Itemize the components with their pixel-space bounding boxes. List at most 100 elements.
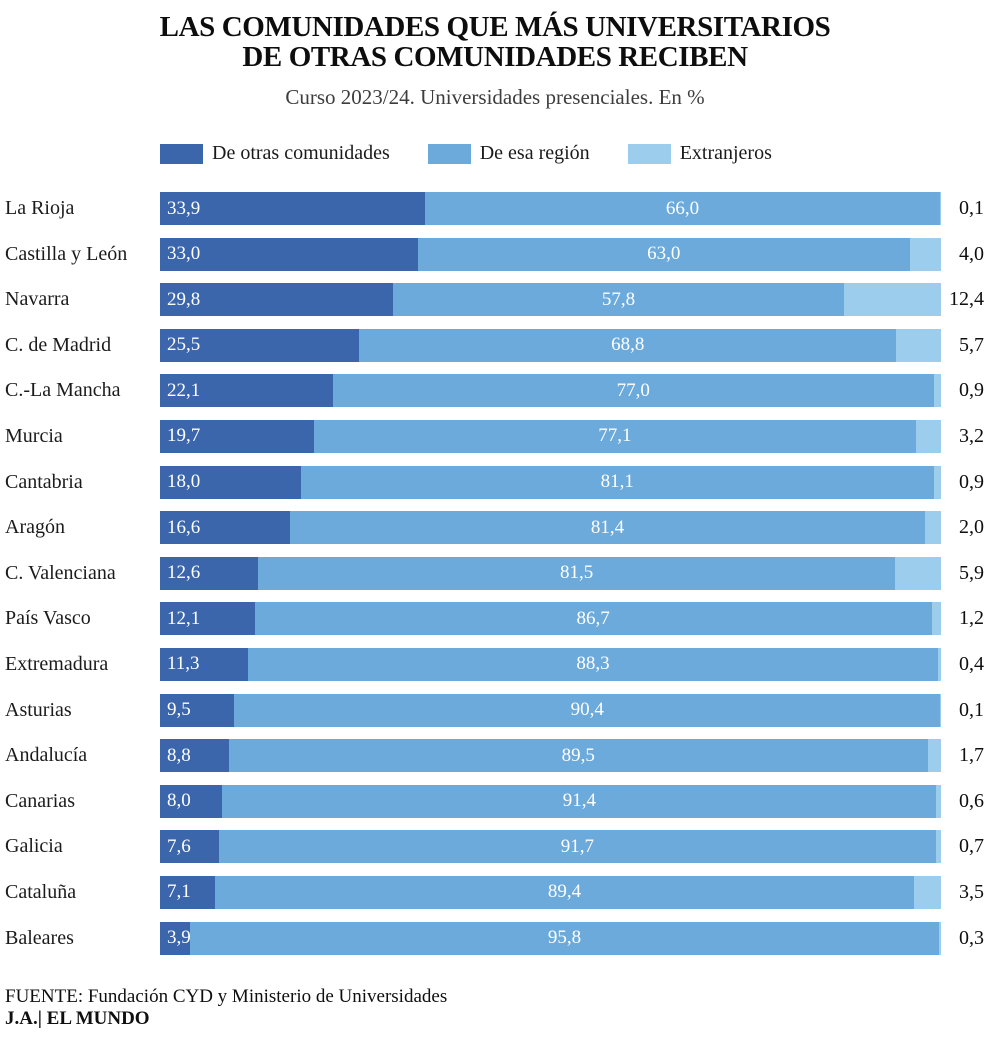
category-label: C. de Madrid	[5, 333, 112, 356]
segment-extranjeros	[844, 283, 941, 317]
segment-esa-region: 95,8	[190, 921, 939, 955]
chart-row: Canarias 8,0 91,4 0,6	[0, 784, 990, 818]
segment-value-esa-region: 81,1	[600, 471, 634, 493]
segment-extranjeros	[935, 830, 941, 864]
segment-value-esa-region: 91,7	[560, 835, 595, 857]
stacked-bar: 8,8 89,5	[160, 739, 941, 773]
stacked-bar: 22,1 77,0	[160, 374, 941, 408]
segment-value-extranjeros: 5,9	[959, 561, 984, 584]
stacked-bar-chart: La Rioja 33,9 66,0 0,1 Castilla y León 33,0 63…	[0, 192, 990, 955]
segment-otras-comunidades: 3,9	[160, 921, 191, 955]
segment-esa-region: 91,4	[222, 784, 937, 818]
segment-esa-region: 89,5	[228, 739, 928, 773]
legend-item-otras-comunidades: De otras comunidades	[160, 142, 390, 165]
chart-row: Navarra 29,8 57,8 12,4	[0, 283, 990, 317]
stacked-bar: 7,6 91,7	[160, 830, 941, 864]
stacked-bar: 7,1 89,4	[160, 875, 941, 909]
chart-row: País Vasco 12,1 86,7 1,2	[0, 602, 990, 636]
legend-swatch-extranjeros	[627, 143, 671, 164]
chart-header: LAS COMUNIDADES QUE MÁS UNIVERSITARIOS DE…	[0, 12, 990, 108]
segment-value-extranjeros: 0,4	[959, 652, 984, 675]
segment-esa-region: 81,4	[289, 511, 926, 545]
segment-esa-region: 90,4	[234, 693, 941, 727]
segment-value-otras-comunidades: 19,7	[167, 425, 201, 447]
segment-value-otras-comunidades: 12,1	[167, 607, 201, 629]
segment-esa-region: 91,7	[219, 830, 936, 864]
segment-value-extranjeros: 0,6	[959, 789, 984, 812]
segment-value-esa-region: 66,0	[665, 197, 700, 219]
chart-title-line2: DE OTRAS COMUNIDADES RECIBEN	[242, 41, 748, 73]
segment-esa-region: 57,8	[392, 283, 845, 317]
stacked-bar: 29,8 57,8	[160, 283, 941, 317]
chart-footer: FUENTE: Fundación CYD y Ministerio de Un…	[5, 986, 447, 1030]
chart-row: Aragón 16,6 81,4 2,0	[0, 511, 990, 545]
segment-value-esa-region: 91,4	[562, 790, 596, 812]
legend-item-esa-region: De esa región	[427, 142, 590, 165]
category-label: Castilla y León	[5, 242, 128, 265]
segment-esa-region: 77,0	[332, 374, 934, 408]
segment-value-otras-comunidades: 8,0	[167, 790, 191, 812]
segment-otras-comunidades: 29,8	[160, 283, 393, 317]
segment-otras-comunidades: 18,0	[160, 465, 301, 499]
segment-otras-comunidades: 7,1	[160, 875, 216, 909]
segment-value-otras-comunidades: 11,3	[167, 653, 200, 675]
chart-row: C. de Madrid 25,5 68,8 5,7	[0, 328, 990, 362]
chart-row: C.-La Mancha 22,1 77,0 0,9	[0, 374, 990, 408]
chart-row: C. Valenciana 12,6 81,5 5,9	[0, 556, 990, 590]
segment-value-esa-region: 89,5	[561, 744, 595, 766]
category-label: Extremadura	[5, 652, 109, 675]
category-label: Asturias	[5, 698, 72, 721]
segment-esa-region: 77,1	[313, 419, 916, 453]
stacked-bar: 19,7 77,1	[160, 419, 941, 453]
stacked-bar: 18,0 81,1	[160, 465, 941, 499]
segment-value-otras-comunidades: 9,5	[167, 699, 191, 721]
category-label: Murcia	[5, 424, 63, 447]
chart-row: Extremadura 11,3 88,3 0,4	[0, 647, 990, 681]
chart-row: Cataluña 7,1 89,4 3,5	[0, 875, 990, 909]
segment-value-esa-region: 81,5	[560, 562, 594, 584]
chart-subtitle: Curso 2023/24. Universidades presenciale…	[285, 85, 705, 109]
segment-extranjeros	[909, 237, 941, 271]
legend-label-esa-region: De esa región	[479, 142, 590, 164]
stacked-bar: 12,6 81,5	[160, 556, 941, 590]
chart-row: Galicia 7,6 91,7 0,7	[0, 830, 990, 864]
segment-esa-region: 86,7	[254, 602, 932, 636]
chart-row: Murcia 19,7 77,1 3,2	[0, 419, 990, 453]
segment-otras-comunidades: 12,1	[160, 602, 255, 636]
legend-label-otras-comunidades: De otras comunidades	[212, 142, 390, 164]
segment-esa-region: 89,4	[215, 875, 914, 909]
category-label: Cataluña	[5, 880, 77, 903]
stacked-bar: 25,5 68,8	[160, 328, 941, 362]
segment-value-esa-region: 88,3	[576, 653, 610, 675]
segment-esa-region: 81,5	[258, 556, 895, 590]
segment-value-otras-comunidades: 12,6	[167, 562, 201, 584]
stacked-bar: 8,0 91,4	[160, 784, 941, 818]
segment-value-otras-comunidades: 7,1	[167, 881, 191, 903]
segment-otras-comunidades: 9,5	[160, 693, 235, 727]
chart-title-line1: LAS COMUNIDADES QUE MÁS UNIVERSITARIOS	[159, 11, 831, 43]
segment-esa-region: 88,3	[248, 647, 938, 681]
segment-value-extranjeros: 2,0	[959, 516, 984, 539]
stacked-bar: 33,9 66,0	[160, 192, 941, 225]
chart-row: Asturias 9,5 90,4 0,1	[0, 693, 990, 727]
segment-value-otras-comunidades: 18,0	[167, 471, 201, 493]
stacked-bar: 11,3 88,3	[160, 647, 941, 681]
segment-otras-comunidades: 8,0	[160, 784, 223, 818]
chart-row: La Rioja 33,9 66,0 0,1	[0, 192, 990, 225]
category-label: La Rioja	[5, 197, 75, 219]
legend-item-extranjeros: Extranjeros	[627, 142, 772, 165]
segment-value-esa-region: 95,8	[547, 927, 582, 948]
category-label: Cantabria	[5, 470, 83, 493]
segment-extranjeros	[937, 647, 941, 681]
credit-byline: J.A.| EL MUNDO	[5, 1008, 150, 1029]
segment-esa-region: 66,0	[424, 192, 941, 225]
segment-value-esa-region: 81,4	[590, 516, 625, 538]
segment-esa-region: 63,0	[417, 237, 910, 271]
segment-value-extranjeros: 5,7	[959, 333, 984, 356]
segment-value-esa-region: 89,4	[547, 881, 582, 903]
segment-value-extranjeros: 0,9	[959, 470, 984, 493]
segment-value-extranjeros: 3,5	[959, 880, 984, 903]
segment-esa-region: 81,1	[300, 465, 934, 499]
stacked-bar: 12,1 86,7	[160, 602, 941, 636]
